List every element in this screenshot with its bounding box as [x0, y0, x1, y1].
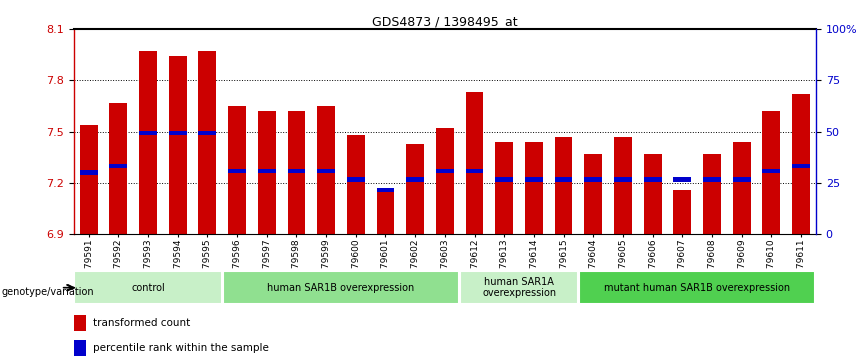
Bar [703, 177, 721, 182]
Bar [228, 169, 246, 173]
Text: control: control [131, 283, 165, 293]
Bar [377, 188, 394, 192]
Bar [109, 164, 128, 168]
Bar [674, 177, 691, 182]
Bar [733, 142, 751, 234]
Bar [74, 340, 86, 356]
Bar [733, 177, 751, 182]
Bar [74, 315, 86, 331]
Bar [644, 154, 661, 234]
Bar [614, 177, 632, 182]
Bar [555, 177, 573, 182]
Bar [584, 177, 602, 182]
Bar [525, 142, 542, 234]
Bar [674, 190, 691, 234]
Bar [75, 271, 221, 304]
Bar [465, 169, 483, 173]
Title: GDS4873 / 1398495_at: GDS4873 / 1398495_at [372, 15, 517, 28]
Bar [496, 177, 513, 182]
Bar [406, 143, 424, 234]
Text: genotype/variation: genotype/variation [2, 287, 95, 297]
Bar [496, 142, 513, 234]
Bar [287, 111, 306, 234]
Bar [139, 51, 157, 234]
Bar [579, 271, 815, 304]
Bar [406, 177, 424, 182]
Bar [347, 135, 365, 234]
Bar [792, 94, 810, 234]
Bar [317, 106, 335, 234]
Text: human SAR1B overexpression: human SAR1B overexpression [267, 283, 415, 293]
Bar [555, 137, 573, 234]
Bar [436, 128, 454, 234]
Bar [168, 56, 187, 234]
Bar [525, 177, 542, 182]
Bar [287, 169, 306, 173]
Text: mutant human SAR1B overexpression: mutant human SAR1B overexpression [604, 283, 790, 293]
Bar [644, 177, 661, 182]
Bar [139, 131, 157, 135]
Bar [460, 271, 578, 304]
Bar [168, 131, 187, 135]
Bar [80, 171, 97, 175]
Bar [199, 131, 216, 135]
Bar [703, 154, 721, 234]
Bar [762, 111, 780, 234]
Bar [584, 154, 602, 234]
Bar [465, 92, 483, 234]
Bar [317, 169, 335, 173]
Bar [258, 111, 276, 234]
Bar [436, 169, 454, 173]
Bar [258, 169, 276, 173]
Bar [762, 169, 780, 173]
Bar [80, 125, 97, 234]
Bar [199, 51, 216, 234]
Bar [228, 106, 246, 234]
Bar [109, 102, 128, 234]
Bar [377, 190, 394, 234]
Bar [223, 271, 459, 304]
Text: human SAR1A
overexpression: human SAR1A overexpression [482, 277, 556, 298]
Bar [614, 137, 632, 234]
Text: percentile rank within the sample: percentile rank within the sample [93, 343, 269, 353]
Bar [347, 177, 365, 182]
Bar [792, 164, 810, 168]
Text: transformed count: transformed count [93, 318, 190, 328]
